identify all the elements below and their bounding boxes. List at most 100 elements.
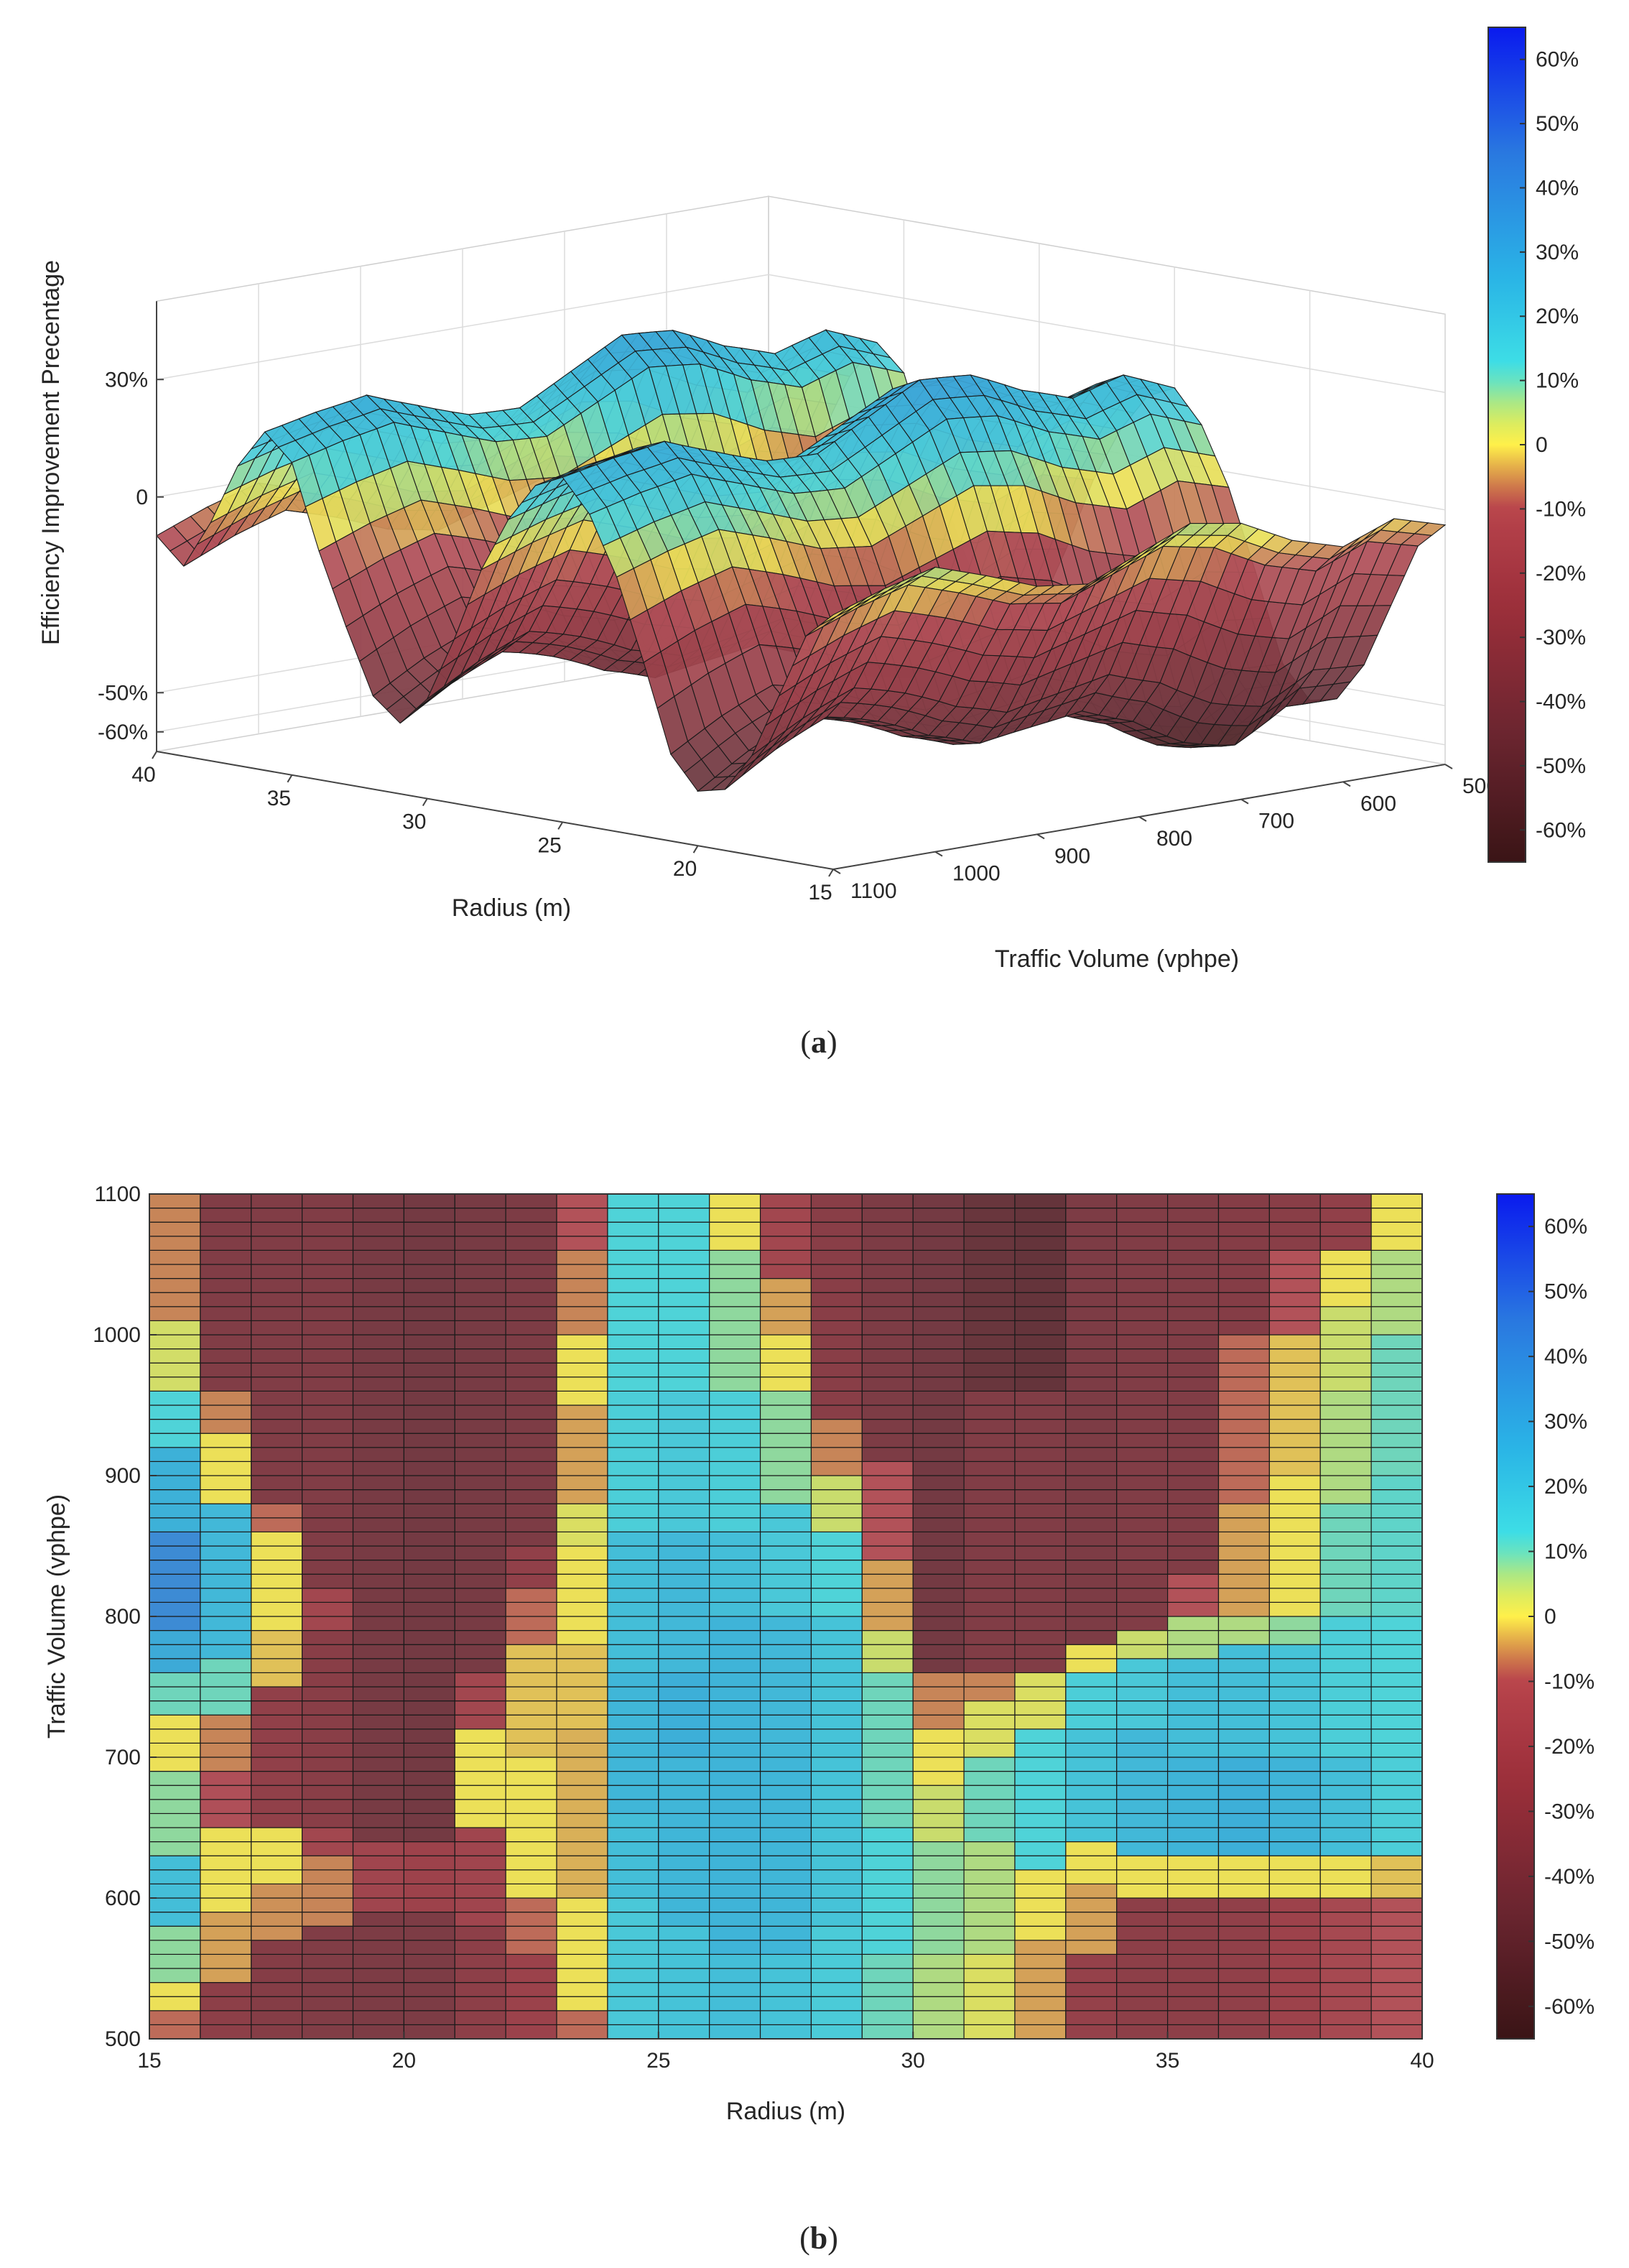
- heatmap-cell: [149, 1503, 201, 1519]
- heatmap-cell: [861, 1728, 914, 1744]
- heatmap-cell: [1065, 1841, 1118, 1856]
- heatmap-cell: [810, 1560, 863, 1575]
- heatmap-cell: [607, 2024, 659, 2040]
- heatmap-cell: [200, 1968, 252, 1984]
- colorbar-tick-label: 40%: [1544, 1345, 1587, 1369]
- heatmap-cell: [658, 1841, 710, 1856]
- heatmap-cell: [556, 1264, 608, 1279]
- heatmap-cell: [658, 1756, 710, 1772]
- heatmap-cell: [861, 1560, 914, 1575]
- heatmap-cell: [454, 1644, 506, 1660]
- heatmap-cell: [454, 2010, 506, 2026]
- heatmap-cell: [505, 1756, 557, 1772]
- heatmap-x-tick-label: 35: [1156, 2049, 1179, 2073]
- heatmap-cell: [505, 1376, 557, 1392]
- heatmap-y-tick-label: 600: [105, 1887, 141, 1910]
- heatmap-cell: [1370, 1573, 1423, 1589]
- heatmap-cell: [1217, 1404, 1270, 1420]
- heatmap-cell: [1166, 1996, 1220, 2012]
- heatmap-cell: [200, 1799, 252, 1815]
- heatmap-cell: [454, 1897, 506, 1913]
- heatmap-cell: [709, 1447, 761, 1463]
- heatmap-cell: [251, 1785, 303, 1800]
- heatmap-cell: [403, 1728, 455, 1744]
- heatmap-cell: [912, 1616, 965, 1631]
- heatmap-cell: [810, 1475, 863, 1491]
- heatmap-cell: [963, 1883, 1016, 1899]
- heatmap-cell: [1217, 1362, 1270, 1378]
- heatmap-cell: [454, 1531, 506, 1547]
- heatmap-cell: [251, 1996, 303, 2012]
- heatmap-cell: [1065, 1855, 1118, 1871]
- heatmap-cell: [505, 1827, 557, 1843]
- heatmap-cell: [759, 1348, 812, 1364]
- heatmap-cell: [912, 1883, 965, 1899]
- heatmap-cell: [352, 1306, 404, 1322]
- heatmap-cell: [1116, 1968, 1169, 1984]
- heatmap-cell: [352, 1348, 404, 1364]
- heatmap-cell: [1370, 1616, 1423, 1631]
- heatmap-cell: [1166, 1912, 1220, 1927]
- heatmap-cell: [810, 2010, 863, 2026]
- heatmap-cell: [1319, 1756, 1372, 1772]
- heatmap-cell: [149, 1461, 201, 1476]
- heatmap-cell: [302, 1503, 354, 1519]
- heatmap-cell: [1014, 1756, 1067, 1772]
- radius-tick-label: 15: [808, 881, 832, 904]
- heatmap-cell: [556, 1953, 608, 1969]
- heatmap-cell: [505, 1855, 557, 1871]
- heatmap-cell: [352, 1827, 404, 1843]
- heatmap-cell: [1268, 1334, 1321, 1350]
- heatmap-cell: [1065, 1897, 1118, 1913]
- heatmap-cell: [556, 1799, 608, 1815]
- heatmap-cell: [658, 1306, 710, 1322]
- heatmap-cell: [454, 1461, 506, 1476]
- heatmap-cell: [1116, 1306, 1169, 1322]
- heatmap-cell: [1065, 1601, 1118, 1617]
- heatmap-cell: [607, 1545, 659, 1561]
- heatmap-cell: [1065, 1236, 1118, 1251]
- heatmap-cell: [1014, 2010, 1067, 2026]
- heatmap-cell: [454, 1264, 506, 1279]
- heatmap-cell: [454, 1771, 506, 1786]
- heatmap-cell: [302, 1207, 354, 1223]
- heatmap-cell: [149, 1672, 201, 1688]
- heatmap-cell: [658, 1221, 710, 1237]
- heatmap-cell: [1217, 1221, 1270, 1237]
- heatmap-cell: [963, 1503, 1016, 1519]
- heatmap-cell: [1065, 1982, 1118, 1997]
- heatmap-cell: [810, 1601, 863, 1617]
- axis-line: [156, 751, 834, 870]
- heatmap-cell: [607, 1771, 659, 1786]
- heatmap-cell: [505, 1489, 557, 1504]
- heatmap-cell: [505, 1940, 557, 1955]
- heatmap-cell: [963, 1489, 1016, 1504]
- heatmap-cell: [556, 1883, 608, 1899]
- heatmap-cell: [302, 1996, 354, 2012]
- heatmap-cell: [403, 2024, 455, 2040]
- heatmap-cell: [352, 1813, 404, 1828]
- heatmap-cell: [1065, 1545, 1118, 1561]
- heatmap-cell: [1319, 1771, 1372, 1786]
- heatmap-cell: [454, 1447, 506, 1463]
- heatmap-cell: [556, 1193, 608, 1209]
- heatmap-cell: [149, 1700, 201, 1716]
- heatmap-cell: [1166, 1362, 1220, 1378]
- heatmap-cell: [1065, 1560, 1118, 1575]
- heatmap-cell: [454, 1277, 506, 1293]
- heatmap-cell: [658, 1249, 710, 1265]
- heatmap-cell: [302, 1334, 354, 1350]
- heatmap-cell: [1370, 2010, 1423, 2026]
- heatmap-cell: [1065, 1404, 1118, 1420]
- heatmap-cell: [709, 1855, 761, 1871]
- heatmap-cell: [912, 1728, 965, 1744]
- heatmap-cell: [709, 1362, 761, 1378]
- heatmap-cell: [709, 1982, 761, 1997]
- heatmap-cell: [149, 1432, 201, 1448]
- heatmap-cell: [200, 1461, 252, 1476]
- heatmap-cell: [709, 1531, 761, 1547]
- heatmap-cell: [1116, 1883, 1169, 1899]
- heatmap-cell: [1319, 1475, 1372, 1491]
- heatmap-cell: [607, 1404, 659, 1420]
